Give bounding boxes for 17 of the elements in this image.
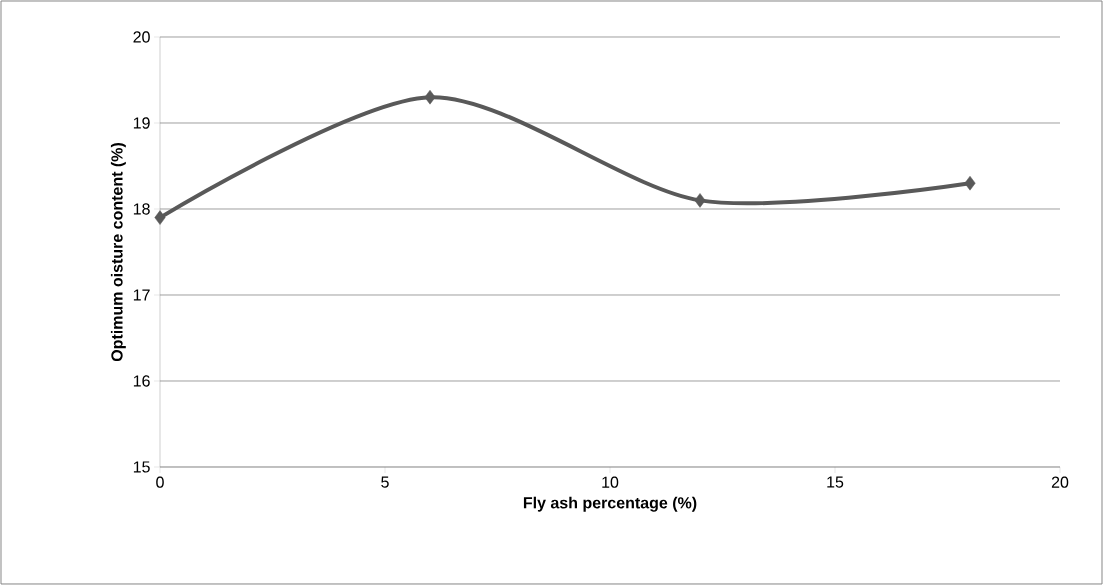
x-tick-label: 20 [1051,476,1069,488]
x-tick-label: 0 [156,476,164,488]
y-tick-label: 19 [133,117,150,129]
point [964,175,976,191]
x-tick-label: 15 [827,476,844,488]
point [154,210,166,225]
y-tick-label: 18 [133,203,150,215]
x-tick-label: 5 [381,476,389,488]
y-tick-label: 15 [133,461,150,473]
point [424,89,436,105]
y-axis-title: Optimum oisture content (%) [110,143,126,362]
y-tick-label: 20 [133,31,150,43]
x-tick-label: 10 [602,476,619,488]
point [694,193,706,208]
x-axis-title: Fly ash percentage (%) [523,496,697,512]
y-tick-label: 17 [133,289,150,301]
y-tick-label: 16 [133,375,150,387]
